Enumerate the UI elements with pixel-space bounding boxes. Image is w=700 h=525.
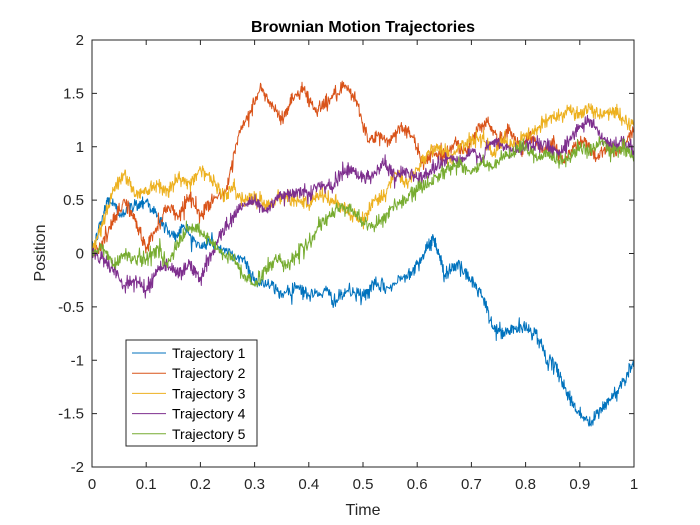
x-tick-label: 0.5 [353, 476, 374, 493]
x-tick-label: 0.8 [515, 476, 536, 493]
x-tick-label: 0.3 [244, 476, 265, 493]
x-tick-label: 0.9 [569, 476, 590, 493]
y-tick-label: -0.5 [58, 299, 84, 316]
y-tick-label: 0.5 [63, 192, 84, 209]
x-tick-label: 0.4 [298, 476, 319, 493]
x-axis-ticks: 0 0.1 0.2 0.3 0.4 0.5 0.6 0.7 0.8 0.9 1 [88, 40, 638, 493]
y-tick-label: -1 [71, 352, 84, 369]
y-tick-label: -1.5 [58, 406, 84, 423]
y-tick-label: 1.5 [63, 85, 84, 102]
chart-title: Brownian Motion Trajectories [251, 19, 475, 36]
y-tick-label: -2 [71, 459, 84, 476]
legend-label-trajectory-4: Trajectory 4 [172, 406, 246, 422]
legend-label-trajectory-2: Trajectory 2 [172, 365, 246, 381]
y-axis-title: Position [32, 225, 49, 282]
x-tick-label: 0 [88, 476, 96, 493]
y-axis-ticks: 2 1.5 1 0.5 0 -0.5 -1 -1.5 -2 [58, 32, 634, 476]
x-tick-label: 0.6 [407, 476, 428, 493]
y-tick-label: 2 [76, 32, 84, 49]
x-tick-label: 0.7 [461, 476, 482, 493]
y-tick-label: 1 [76, 139, 84, 156]
x-tick-label: 0.1 [136, 476, 157, 493]
legend-label-trajectory-3: Trajectory 3 [172, 385, 246, 401]
x-axis-title: Time [346, 502, 381, 519]
y-tick-label: 0 [76, 246, 84, 263]
legend-label-trajectory-1: Trajectory 1 [172, 345, 246, 361]
legend: Trajectory 1 Trajectory 2 Trajectory 3 Traj… [125, 339, 258, 447]
series-layer [91, 80, 635, 427]
x-tick-label: 1 [630, 476, 638, 493]
series-line-trajectory-5 [91, 136, 635, 287]
series-line-trajectory-1 [91, 196, 635, 427]
legend-label-trajectory-5: Trajectory 5 [172, 426, 246, 442]
series-line-trajectory-4 [91, 114, 635, 299]
x-tick-label: 0.2 [190, 476, 211, 493]
